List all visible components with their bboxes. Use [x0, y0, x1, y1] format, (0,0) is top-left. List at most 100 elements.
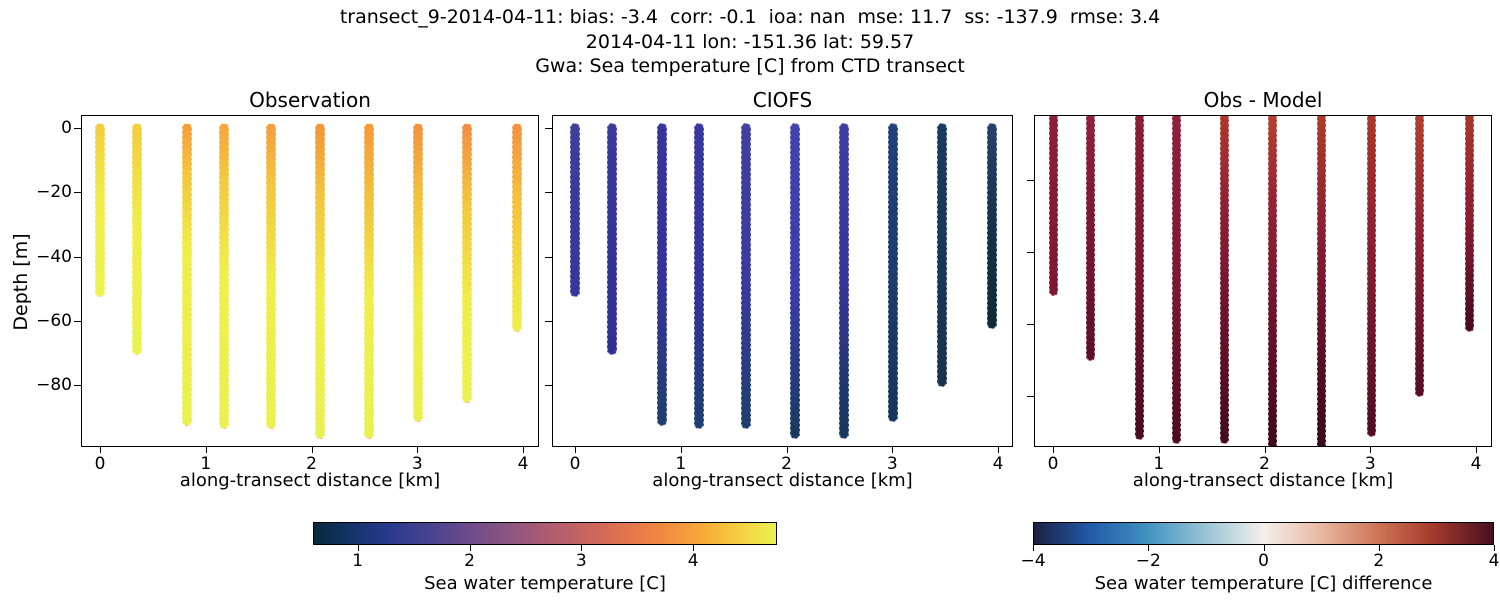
- x-tick-mark: [892, 447, 894, 453]
- y-tick-mark: [74, 192, 81, 194]
- scatter-column: [181, 123, 192, 426]
- y-tick-label: −20: [36, 182, 72, 203]
- x-tick-mark: [575, 447, 576, 453]
- colorbar-tick-mark: [1148, 545, 1150, 551]
- scatter-column: [1048, 116, 1058, 297]
- x-tick-mark: [100, 447, 101, 453]
- y-tick-mark: [1027, 180, 1034, 181]
- x-tick-mark: [311, 447, 313, 453]
- scatter-column: [413, 123, 424, 423]
- x-tick-label: 2: [1259, 454, 1270, 474]
- colorbar-1: [313, 522, 777, 545]
- y-tick-mark: [545, 128, 552, 129]
- y-tick-mark: [545, 385, 552, 387]
- y-tick-label: −60: [36, 310, 72, 331]
- colorbar-tick-mark: [1378, 545, 1380, 551]
- x-tick-mark: [1158, 447, 1160, 453]
- scatter-column: [1317, 116, 1327, 446]
- x-tick-mark: [998, 447, 999, 453]
- x-tick-label: 3: [411, 454, 423, 474]
- scatter-column: [1172, 116, 1182, 444]
- scatter-column: [363, 123, 374, 439]
- colorbar-tick-label: 4: [1488, 551, 1500, 571]
- scatter-column: [314, 123, 325, 439]
- colorbar-tick-mark: [1494, 545, 1495, 551]
- panel-title-1: Observation: [249, 88, 371, 112]
- y-tick-mark: [1027, 252, 1034, 253]
- plot-area-3: [1035, 116, 1491, 446]
- y-tick-label: −40: [36, 246, 72, 267]
- x-tick-mark: [1476, 447, 1477, 453]
- plot-area-2: [553, 116, 1012, 446]
- y-tick-mark: [74, 256, 81, 258]
- colorbar-tick-mark: [469, 545, 471, 551]
- x-axis-label-2: along-transect distance [km]: [652, 470, 913, 491]
- scatter-column: [1465, 116, 1475, 333]
- x-tick-label: 4: [992, 454, 1004, 474]
- y-tick-mark: [545, 320, 552, 322]
- x-tick-label: 1: [200, 454, 212, 474]
- x-tick-label: 4: [517, 454, 529, 474]
- scatter-column: [1366, 116, 1376, 437]
- scatter-column: [741, 123, 752, 429]
- y-tick-mark: [1027, 396, 1034, 397]
- scatter-column: [1268, 116, 1278, 446]
- colorbar-tick-label: 2: [1373, 551, 1385, 571]
- x-tick-label: 0: [1047, 454, 1059, 474]
- scatter-column: [789, 123, 800, 439]
- axes-panel-2: [552, 115, 1013, 447]
- x-tick-label: 2: [781, 454, 792, 474]
- y-axis-label: Depth [m]: [10, 233, 32, 331]
- scatter-column: [693, 123, 704, 429]
- colorbar-tick-label: 4: [687, 551, 699, 571]
- colorbar-tick-label: 2: [464, 551, 475, 571]
- y-tick-mark: [545, 192, 552, 194]
- x-tick-mark: [1053, 447, 1054, 453]
- scatter-column: [1219, 116, 1229, 444]
- scatter-column: [607, 123, 617, 355]
- panel-title-3: Obs - Model: [1203, 88, 1323, 112]
- y-tick-mark: [545, 256, 552, 258]
- scatter-column: [888, 123, 899, 423]
- colorbar-tick-label: 1: [352, 551, 364, 571]
- scatter-column: [95, 123, 105, 298]
- x-tick-mark: [1264, 447, 1266, 453]
- x-tick-mark: [205, 447, 207, 453]
- scatter-column: [570, 123, 580, 298]
- x-tick-label: 1: [675, 454, 687, 474]
- y-tick-mark: [74, 128, 81, 129]
- scatter-column: [838, 123, 849, 439]
- scatter-column: [1415, 116, 1425, 397]
- figure-title-line-2: 2014-04-11 lon: -151.36 lat: 59.57: [585, 31, 915, 53]
- colorbar-tick-mark: [1263, 545, 1265, 551]
- scatter-column: [1085, 116, 1095, 361]
- y-tick-mark: [74, 385, 81, 387]
- x-tick-mark: [680, 447, 682, 453]
- plot-area-1: [82, 116, 538, 446]
- colorbar-tick-label: −2: [1135, 551, 1161, 571]
- colorbar-tick-mark: [693, 545, 695, 551]
- x-tick-label: 2: [306, 454, 317, 474]
- colorbar-tick-mark: [357, 545, 359, 551]
- figure-title-line-1: transect_9-2014-04-11: bias: -3.4 corr: …: [339, 6, 1161, 28]
- scatter-column: [461, 123, 472, 404]
- figure-title-line-3: Gwa: Sea temperature [C] from CTD transe…: [535, 55, 965, 77]
- scatter-column: [132, 123, 142, 355]
- y-tick-mark: [74, 320, 81, 322]
- colorbar-tick-label: −4: [1020, 551, 1046, 571]
- x-tick-label: 3: [1364, 454, 1376, 474]
- scatter-column: [511, 123, 522, 333]
- colorbar-label-2: Sea water temperature [C] difference: [1094, 573, 1433, 594]
- scatter-column: [266, 123, 277, 429]
- y-tick-mark: [1027, 324, 1034, 325]
- panel-title-2: CIOFS: [752, 88, 813, 112]
- colorbar-2: [1033, 522, 1494, 545]
- scatter-column: [656, 123, 667, 426]
- x-tick-label: 0: [94, 454, 106, 474]
- x-tick-label: 3: [886, 454, 898, 474]
- scatter-column: [1135, 116, 1145, 441]
- colorbar-tick-label: 3: [575, 551, 587, 571]
- colorbar-tick-mark: [1033, 545, 1034, 551]
- colorbar-tick-label: 0: [1258, 551, 1269, 571]
